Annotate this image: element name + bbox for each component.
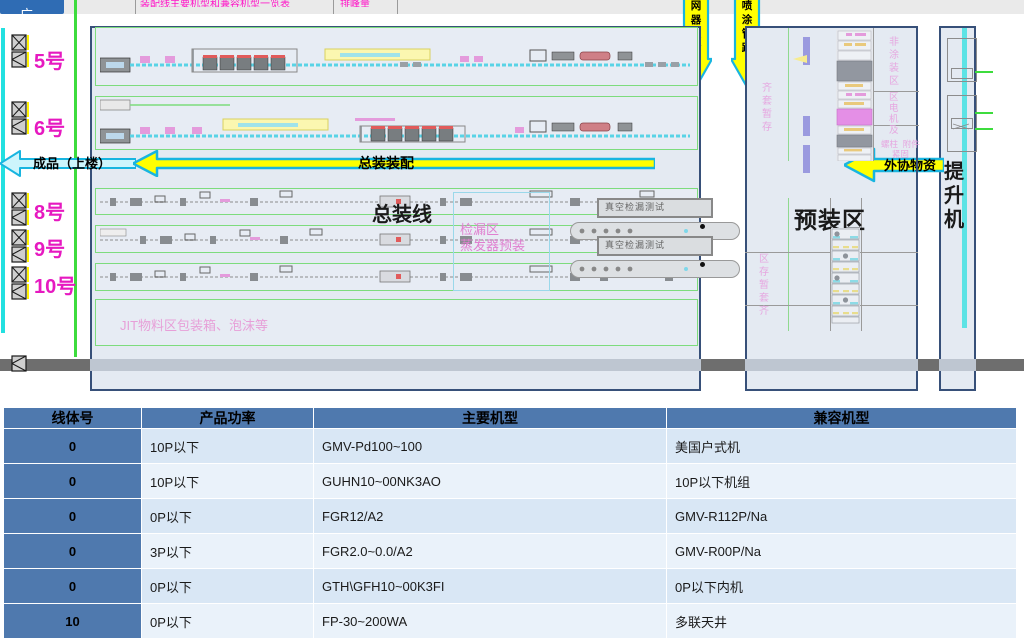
svg-text:器: 器	[690, 14, 702, 26]
svg-text:涂: 涂	[742, 13, 753, 26]
svg-text:总装装配: 总装装配	[358, 155, 414, 171]
svg-text:成品（上楼）: 成品（上楼）	[33, 156, 111, 171]
svg-text:喷: 喷	[742, 0, 753, 12]
svg-text:网: 网	[691, 0, 702, 12]
